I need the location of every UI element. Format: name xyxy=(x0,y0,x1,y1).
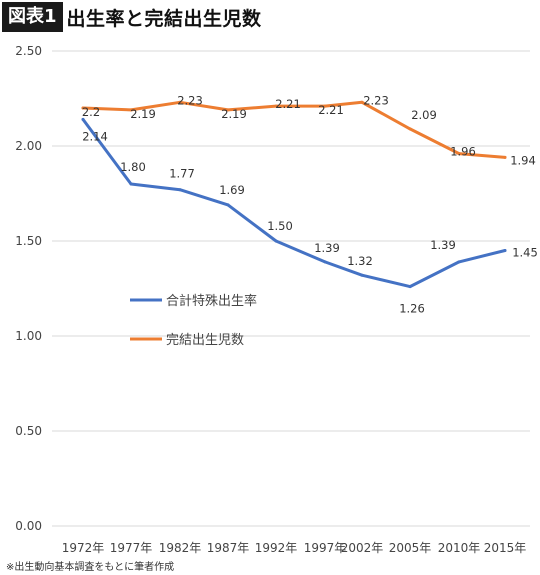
data-label: 1.80 xyxy=(120,160,146,174)
data-label: 1.69 xyxy=(219,183,245,197)
data-point xyxy=(408,285,412,289)
data-point xyxy=(226,203,230,207)
y-tick-label: 0.00 xyxy=(15,519,42,533)
data-point xyxy=(226,108,230,112)
legend-label: 合計特殊出生率 xyxy=(166,293,257,309)
data-label: 2.19 xyxy=(221,107,247,121)
chart-header: 図表1 出生率と完結出生児数 xyxy=(0,0,262,34)
data-point xyxy=(323,104,327,108)
data-label: 2.21 xyxy=(318,103,344,117)
data-point xyxy=(129,182,133,186)
series-line-1 xyxy=(81,100,507,159)
y-tick-label: 0.50 xyxy=(15,424,42,438)
source-note: ※出生動向基本調査をもとに筆者作成 xyxy=(6,562,175,573)
y-tick-label: 1.50 xyxy=(15,234,42,248)
x-tick-label: 2002年 xyxy=(341,541,384,555)
data-point xyxy=(178,188,182,192)
data-label: 1.26 xyxy=(399,302,425,316)
data-point xyxy=(408,127,412,131)
data-point xyxy=(360,273,364,277)
data-point xyxy=(323,260,327,264)
data-label: 2.14 xyxy=(82,129,108,143)
x-tick-label: 2015年 xyxy=(484,541,527,555)
data-label: 1.32 xyxy=(347,254,373,268)
x-tick-label: 1987年 xyxy=(207,541,250,555)
data-point xyxy=(274,239,278,243)
x-tick-label: 1972年 xyxy=(62,541,105,555)
data-label: 1.96 xyxy=(450,145,476,159)
figure-badge: 図表1 xyxy=(2,2,63,32)
series-line-0 xyxy=(81,117,507,289)
x-tick-label: 1997年 xyxy=(304,541,347,555)
data-point xyxy=(457,152,461,156)
data-label: 2.21 xyxy=(275,97,301,111)
data-point xyxy=(81,117,85,121)
x-tick-label: 1992年 xyxy=(255,541,298,555)
data-point xyxy=(274,104,278,108)
data-point xyxy=(129,108,133,112)
data-label: 1.45 xyxy=(512,246,538,260)
data-point xyxy=(360,100,364,104)
data-point xyxy=(457,260,461,264)
data-point xyxy=(81,106,85,110)
data-label: 2.2 xyxy=(82,105,100,119)
data-label: 1.39 xyxy=(430,238,456,252)
data-label: 1.77 xyxy=(169,167,195,181)
data-label: 1.50 xyxy=(267,219,293,233)
data-point xyxy=(178,100,182,104)
legend-label: 完結出生児数 xyxy=(166,333,244,348)
y-tick-label: 1.00 xyxy=(15,329,42,343)
x-tick-label: 1977年 xyxy=(110,541,153,555)
data-label: 1.94 xyxy=(510,153,536,167)
x-tick-label: 2010年 xyxy=(438,541,481,555)
x-tick-label: 1982年 xyxy=(159,541,202,555)
data-label: 2.23 xyxy=(363,93,389,107)
data-label: 2.19 xyxy=(130,107,156,121)
data-label: 1.39 xyxy=(314,241,340,255)
y-tick-label: 2.50 xyxy=(15,44,42,58)
data-label: 2.23 xyxy=(177,93,203,107)
x-tick-label: 2005年 xyxy=(389,541,432,555)
data-point xyxy=(503,249,507,252)
chart-title: 出生率と完結出生児数 xyxy=(66,7,262,30)
y-tick-label: 2.00 xyxy=(15,139,42,153)
data-label: 2.09 xyxy=(411,108,437,122)
data-point xyxy=(503,155,507,159)
